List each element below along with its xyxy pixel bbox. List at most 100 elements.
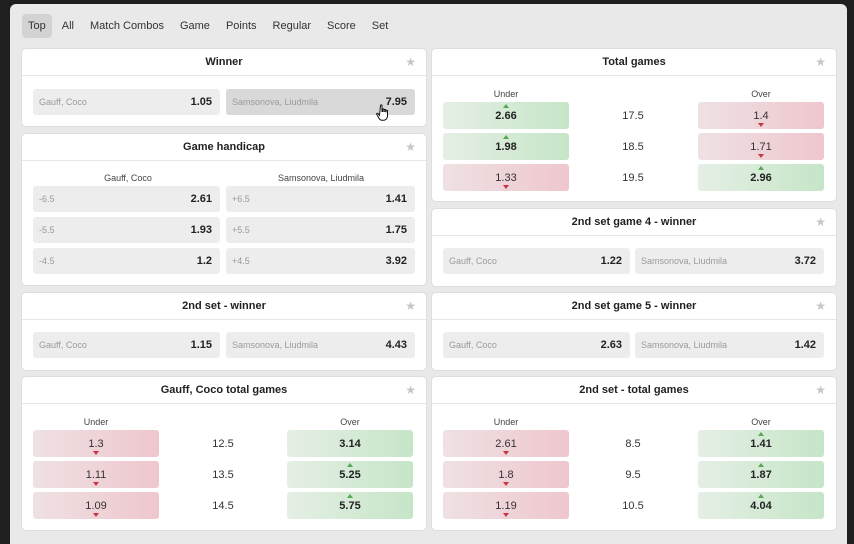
odds-value: 1.33 (495, 172, 517, 184)
total-line: 19.5 (622, 172, 644, 184)
odds-button-under[interactable]: 1.8 (443, 461, 569, 488)
tab-points[interactable]: Points (225, 20, 257, 32)
odds-value: 1.41 (385, 193, 407, 205)
odds-button-over[interactable]: 5.25 (287, 461, 413, 488)
handicap-line: +4.5 (232, 256, 250, 266)
odds-up-icon (758, 494, 764, 498)
star-icon[interactable]: ★ (405, 299, 416, 313)
card-title: 2nd set game 4 - winner (571, 216, 697, 228)
odds-down-icon (93, 513, 99, 517)
odds-button-away[interactable]: Samsonova, Liudmila 4.43 (226, 332, 415, 358)
odds-button-away[interactable]: Samsonova, Liudmila 3.72 (635, 248, 824, 274)
odds-button-over[interactable]: 4.04 (698, 492, 824, 519)
set2-total-games-card: 2nd set - total games ★ Under Over 2.61 … (432, 377, 836, 530)
odds-value: 4.04 (750, 500, 772, 512)
odds-value: 1.75 (385, 224, 407, 236)
star-icon[interactable]: ★ (815, 55, 826, 69)
card-title: Winner (205, 56, 243, 68)
selection-name: Gauff, Coco (39, 340, 87, 350)
odds-button-under[interactable]: 1.11 (33, 461, 159, 488)
odds-value: 1.98 (495, 141, 517, 153)
tab-top[interactable]: Top (22, 14, 52, 38)
odds-button-over[interactable]: 1.41 (698, 430, 824, 457)
column-header-under: Under (83, 417, 109, 427)
column-header-over: Over (751, 89, 771, 99)
star-icon[interactable]: ★ (815, 383, 826, 397)
odds-value: 1.4 (753, 110, 769, 122)
selection-name: Gauff, Coco (449, 340, 497, 350)
odds-button-under[interactable]: 1.3 (33, 430, 159, 457)
odds-button-over[interactable]: 3.14 (287, 430, 413, 457)
odds-value: 1.41 (750, 438, 772, 450)
card-title: 2nd set - total games (579, 384, 689, 396)
handicap-line: +6.5 (232, 194, 250, 204)
star-icon[interactable]: ★ (405, 55, 416, 69)
column-header-under: Under (493, 417, 519, 427)
odds-button-over[interactable]: 1.4 (698, 102, 824, 129)
odds-button-under[interactable]: 1.33 (443, 164, 569, 191)
odds-button-over[interactable]: 2.96 (698, 164, 824, 191)
winner-card: Winner ★ Gauff, Coco 1.05 Samsonova, Liu… (22, 49, 426, 126)
card-title: Game handicap (183, 141, 265, 153)
gauff-total-games-card: Gauff, Coco total games ★ Under Over 1.3… (22, 377, 426, 530)
card-header: Game handicap ★ (22, 134, 426, 161)
odds-button-under[interactable]: 1.98 (443, 133, 569, 160)
odds-button[interactable]: +6.5 1.41 (226, 186, 415, 212)
odds-value: 1.71 (750, 141, 772, 153)
odds-value: 2.63 (600, 339, 622, 351)
odds-value: 2.61 (190, 193, 212, 205)
card-title: 2nd set - winner (182, 300, 266, 312)
set2-game5-winner-card: 2nd set game 5 - winner ★ Gauff, Coco 2.… (432, 293, 836, 370)
odds-button-under[interactable]: 2.66 (443, 102, 569, 129)
odds-button-over[interactable]: 5.75 (287, 492, 413, 519)
set2-game4-winner-card: 2nd set game 4 - winner ★ Gauff, Coco 1.… (432, 209, 836, 286)
selection-name: Samsonova, Liudmila (641, 256, 728, 266)
odds-down-icon (503, 451, 509, 455)
odds-button-over[interactable]: 1.71 (698, 133, 824, 160)
odds-value: 2.66 (495, 110, 517, 122)
odds-button-away[interactable]: Samsonova, Liudmila 1.42 (635, 332, 824, 358)
odds-down-icon (503, 185, 509, 189)
tab-match-combos[interactable]: Match Combos (89, 20, 164, 32)
odds-value: 5.75 (339, 500, 361, 512)
tab-game[interactable]: Game (179, 20, 210, 32)
odds-button-home[interactable]: Gauff, Coco 2.63 (443, 332, 630, 358)
card-header: 2nd set - winner ★ (22, 293, 426, 320)
odds-button-under[interactable]: 1.19 (443, 492, 569, 519)
handicap-line: -4.5 (39, 256, 55, 266)
odds-button[interactable]: +4.5 3.92 (226, 248, 415, 274)
handicap-line: -6.5 (39, 194, 55, 204)
odds-value: 1.93 (190, 224, 212, 236)
odds-value: 3.92 (385, 255, 407, 267)
odds-down-icon (503, 482, 509, 486)
tab-score[interactable]: Score (327, 20, 356, 32)
odds-button-over[interactable]: 1.87 (698, 461, 824, 488)
tab-all[interactable]: All (61, 20, 74, 32)
odds-button-home[interactable]: Gauff, Coco 1.22 (443, 248, 630, 274)
odds-button[interactable]: -6.5 2.61 (33, 186, 220, 212)
odds-up-icon (758, 432, 764, 436)
column-header-over: Over (751, 417, 771, 427)
odds-down-icon (758, 123, 764, 127)
odds-button-home[interactable]: Gauff, Coco 1.05 (33, 89, 220, 115)
odds-button-home[interactable]: Gauff, Coco 1.15 (33, 332, 220, 358)
odds-button-under[interactable]: 2.61 (443, 430, 569, 457)
odds-value: 1.11 (85, 469, 107, 481)
star-icon[interactable]: ★ (815, 299, 826, 313)
total-line: 14.5 (212, 500, 234, 512)
odds-value: 2.96 (750, 172, 772, 184)
odds-value: 1.42 (794, 339, 816, 351)
odds-down-icon (758, 154, 764, 158)
odds-button[interactable]: -4.5 1.2 (33, 248, 220, 274)
odds-button[interactable]: +5.5 1.75 (226, 217, 415, 243)
tab-set[interactable]: Set (371, 20, 389, 32)
odds-down-icon (93, 451, 99, 455)
star-icon[interactable]: ★ (815, 215, 826, 229)
card-title: Total games (602, 56, 666, 68)
odds-button[interactable]: -5.5 1.93 (33, 217, 220, 243)
odds-button-under[interactable]: 1.09 (33, 492, 159, 519)
tab-regular[interactable]: Regular (272, 20, 312, 32)
star-icon[interactable]: ★ (405, 383, 416, 397)
star-icon[interactable]: ★ (405, 140, 416, 154)
odds-up-icon (503, 104, 509, 108)
